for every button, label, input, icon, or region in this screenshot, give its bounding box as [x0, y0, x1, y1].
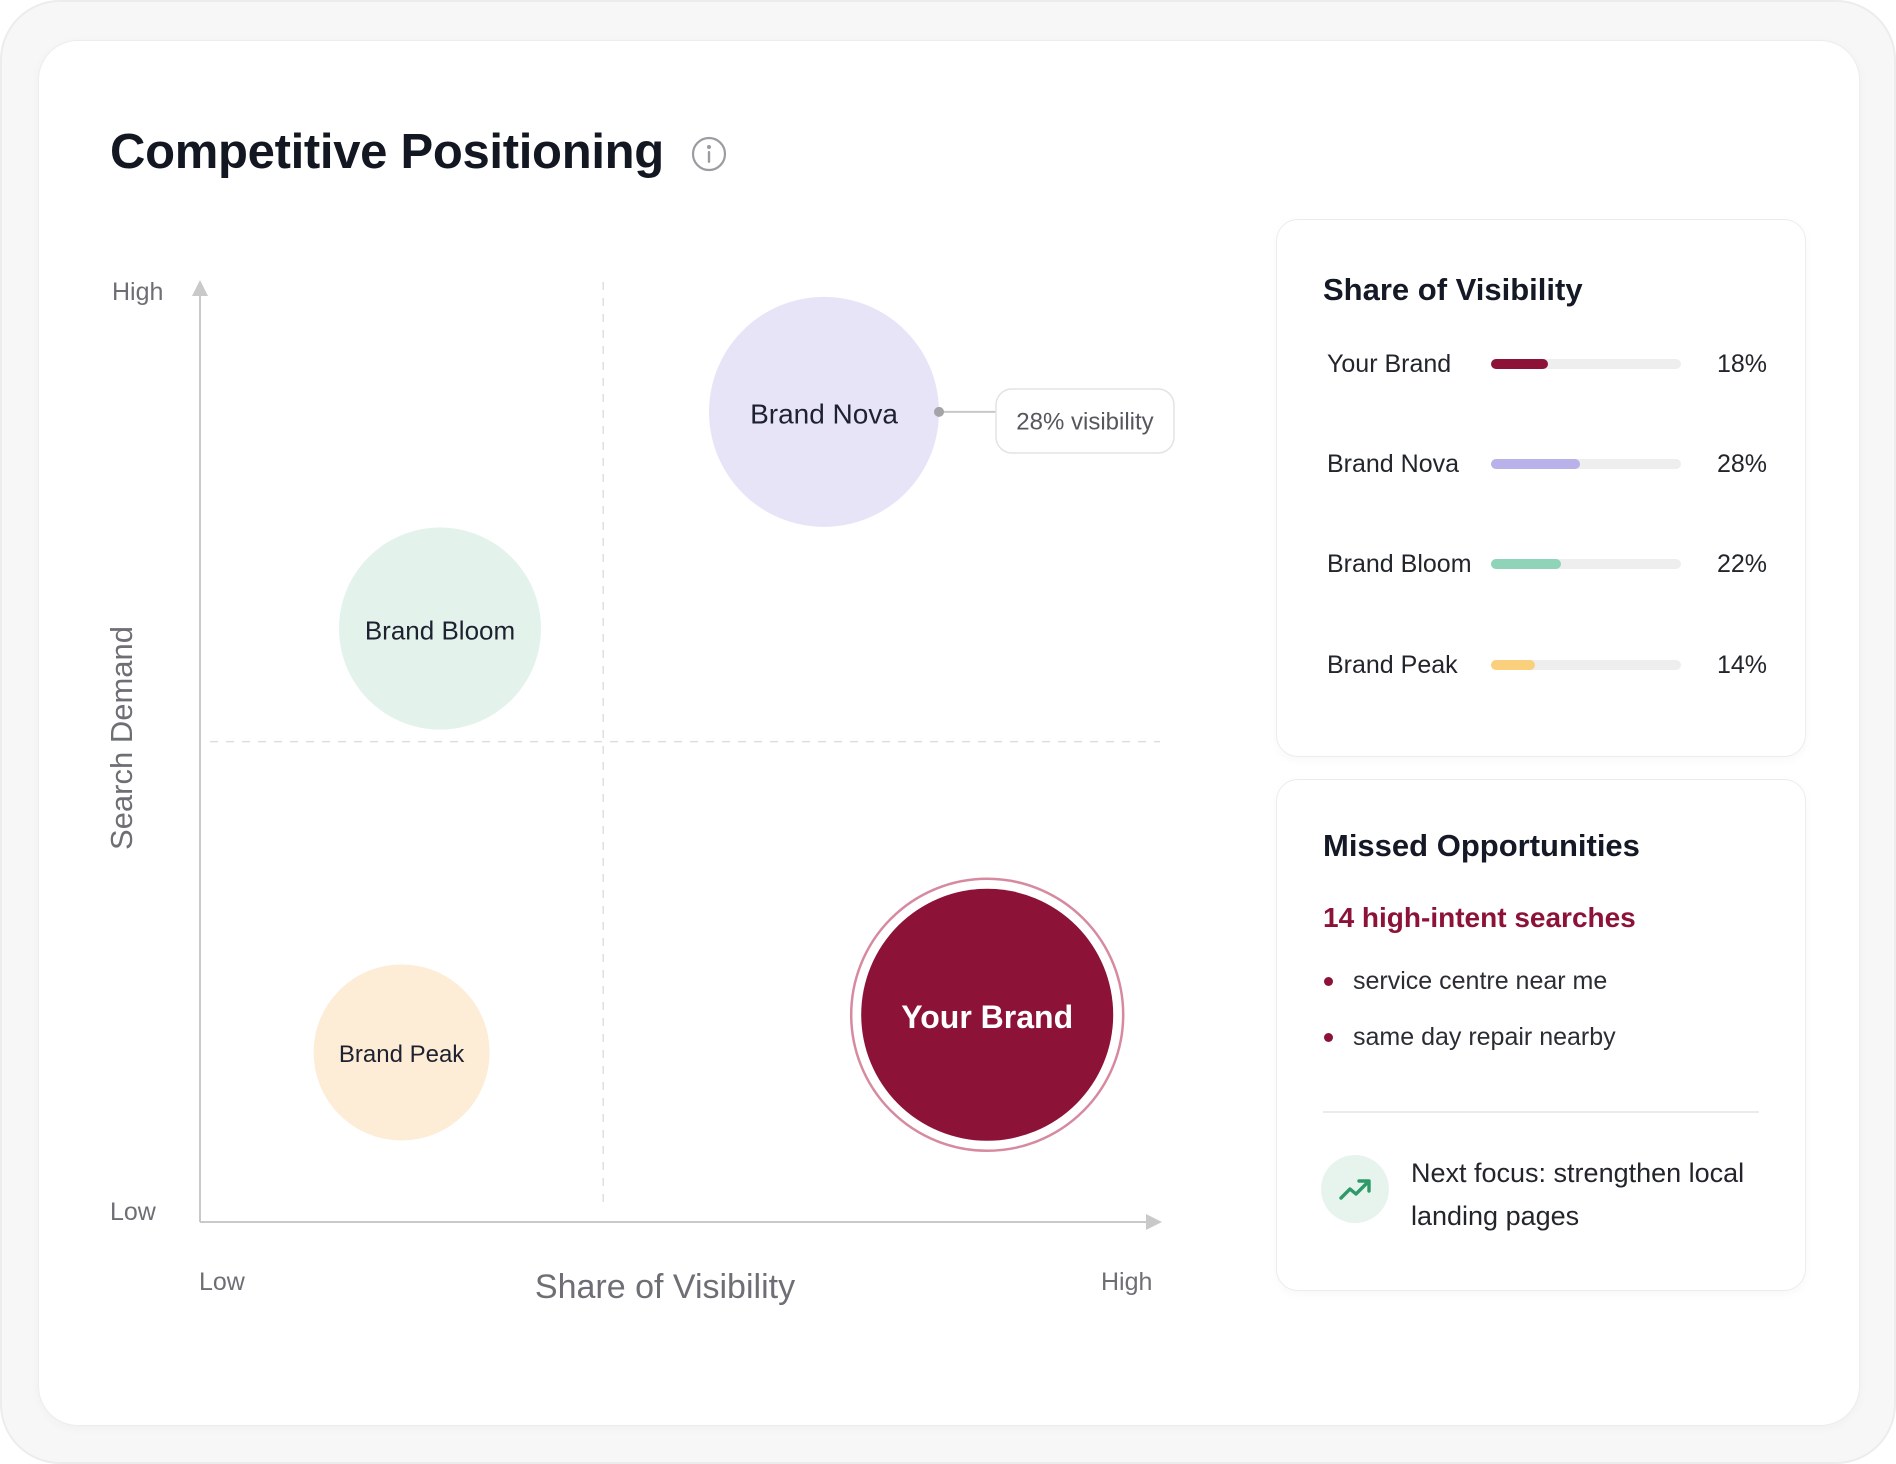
x-tick-low: Low [199, 1268, 246, 1296]
missed-opportunities-panel: Missed Opportunities 14 high-intent sear… [1276, 779, 1806, 1291]
visibility-row-your-brand[interactable]: Your Brand 18% [1327, 344, 1767, 384]
y-tick-low: Low [110, 1198, 157, 1226]
missed-search-text: same day repair nearby [1353, 1023, 1616, 1051]
missed-search-list: service centre near me same day repair n… [1323, 964, 1616, 1076]
visibility-bar-track [1491, 559, 1681, 569]
visibility-brand-name: Your Brand [1327, 350, 1452, 378]
list-item[interactable]: service centre near me [1323, 964, 1616, 1020]
bubble-label-brand-peak: Brand Peak [339, 1041, 465, 1068]
callout-text: 28% visibility [1016, 409, 1153, 436]
positioning-chart: High Low Low High Share of Visibility Se… [104, 278, 1175, 1306]
missed-search-text: service centre near me [1353, 967, 1608, 995]
visibility-bar-fill [1491, 660, 1536, 670]
visibility-bar-track [1491, 660, 1681, 670]
callout-dot [934, 406, 944, 417]
bullet-icon [1324, 1033, 1333, 1042]
missed-search-count[interactable]: 14 high-intent searches [1323, 902, 1636, 933]
bubble-brand-bloom[interactable] [339, 527, 541, 730]
share-of-visibility-panel: Share of Visibility Your Brand 18% Brand N… [1276, 219, 1806, 757]
next-focus-text: Next focus: strengthen local landing pag… [1411, 1158, 1745, 1231]
y-tick-high: High [112, 278, 163, 306]
visibility-bar-fill [1491, 459, 1580, 469]
visibility-brand-name: Brand Bloom [1327, 550, 1472, 578]
visibility-bar-fill [1491, 359, 1548, 369]
info-circle-icon[interactable] [691, 136, 727, 172]
callout-box [995, 388, 1175, 454]
bubble-brand-peak[interactable] [313, 964, 490, 1141]
visibility-callout: 28% visibility [934, 388, 1175, 454]
divider [1323, 1111, 1759, 1113]
visibility-bar-track [1491, 359, 1681, 369]
visibility-percent: 22% [1716, 550, 1767, 578]
bubble-label-brand-nova: Brand Nova [750, 398, 898, 429]
trending-up-icon [1321, 1155, 1389, 1223]
visibility-row-brand-nova[interactable]: Brand Nova 28% [1327, 444, 1767, 484]
y-axis-arrow [192, 280, 208, 296]
x-axis-title: Share of Visibility [535, 1268, 795, 1306]
visibility-percent: 28% [1716, 450, 1767, 478]
visibility-row-brand-bloom[interactable]: Brand Bloom 22% [1327, 544, 1767, 584]
bubble-label-your-brand: Your Brand [901, 999, 1073, 1035]
share-of-visibility-title: Share of Visibility [1323, 272, 1583, 307]
visibility-percent: 18% [1716, 350, 1767, 378]
list-item[interactable]: same day repair nearby [1323, 1020, 1616, 1076]
bullet-icon [1324, 977, 1333, 986]
bubble-brand-nova[interactable] [709, 296, 939, 527]
y-axis-title: Search Demand [104, 626, 139, 850]
visibility-percent: 14% [1716, 651, 1767, 679]
visibility-bar-track [1491, 459, 1681, 469]
page-title: Competitive Positioning [110, 125, 664, 179]
visibility-bar-fill [1491, 559, 1561, 569]
bubble-group: Brand Nova Brand Bloom Brand Peak Your Bran… [313, 296, 1125, 1153]
highlight-ring [849, 877, 1125, 1153]
visibility-brand-name: Brand Nova [1327, 450, 1460, 478]
x-tick-high: High [1101, 1268, 1152, 1296]
bubble-your-brand[interactable] [861, 888, 1114, 1141]
visibility-brand-name: Brand Peak [1327, 651, 1458, 679]
x-axis-arrow [1146, 1214, 1162, 1230]
bubble-label-brand-bloom: Brand Bloom [365, 616, 515, 646]
visibility-row-brand-peak[interactable]: Brand Peak 14% [1327, 645, 1767, 685]
missed-opportunities-title: Missed Opportunities [1323, 828, 1640, 863]
